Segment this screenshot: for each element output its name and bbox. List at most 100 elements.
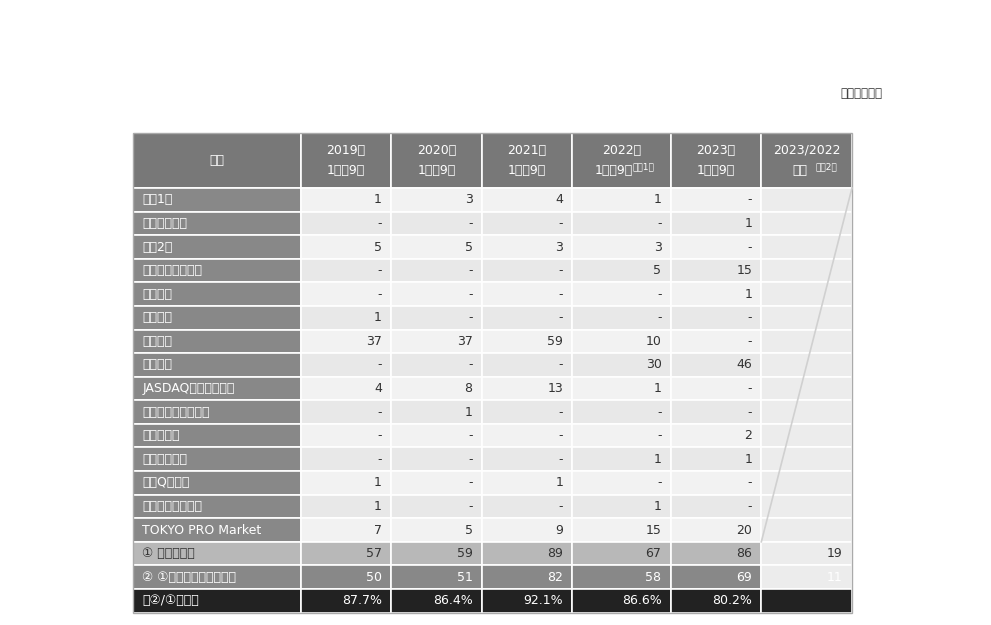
Text: 5: 5 <box>465 241 473 254</box>
Bar <box>391 424 482 448</box>
Text: -: - <box>657 476 662 489</box>
Text: 59: 59 <box>547 335 563 348</box>
Bar <box>761 259 852 282</box>
Text: 57: 57 <box>366 547 382 560</box>
Text: 1月～9月: 1月～9月 <box>327 164 365 177</box>
Bar <box>482 589 573 612</box>
Bar <box>573 259 671 282</box>
Bar <box>133 306 300 329</box>
Bar <box>391 448 482 471</box>
Bar <box>761 448 852 471</box>
Text: -: - <box>747 335 752 348</box>
Text: 3: 3 <box>555 241 563 254</box>
Bar <box>391 188 482 212</box>
Bar <box>761 494 852 518</box>
Bar <box>300 377 391 401</box>
Text: 1月～9月: 1月～9月 <box>697 164 735 177</box>
Text: -: - <box>747 476 752 489</box>
Bar <box>133 518 300 542</box>
Bar <box>391 282 482 306</box>
Text: -: - <box>468 359 473 371</box>
Bar <box>300 566 391 589</box>
Bar <box>573 424 671 448</box>
Text: 58: 58 <box>645 571 662 584</box>
Text: 86.4%: 86.4% <box>433 594 473 608</box>
Bar <box>391 589 482 612</box>
Bar <box>300 329 391 353</box>
Bar <box>300 188 391 212</box>
Bar <box>482 353 573 377</box>
Text: グロース: グロース <box>143 359 172 371</box>
Text: 名証ネクスト: 名証ネクスト <box>143 452 187 466</box>
Bar <box>133 566 300 589</box>
Text: -: - <box>747 406 752 419</box>
Text: 50: 50 <box>366 571 382 584</box>
Text: 1: 1 <box>744 452 752 466</box>
Text: -: - <box>378 406 382 419</box>
Text: -: - <box>747 193 752 206</box>
Bar <box>300 401 391 424</box>
Text: 3: 3 <box>654 241 662 254</box>
Text: 1: 1 <box>654 382 662 395</box>
Text: 13: 13 <box>547 382 563 395</box>
Text: -: - <box>559 288 563 301</box>
Bar <box>391 306 482 329</box>
Text: 5: 5 <box>653 264 662 277</box>
Bar <box>482 329 573 353</box>
Bar <box>482 518 573 542</box>
Bar <box>133 542 300 566</box>
Bar <box>482 471 573 494</box>
Bar <box>761 401 852 424</box>
Text: 東証スタンダード: 東証スタンダード <box>143 264 202 277</box>
Bar <box>133 188 300 212</box>
Text: 8: 8 <box>465 382 473 395</box>
Text: 59: 59 <box>457 547 473 560</box>
Bar <box>300 589 391 612</box>
Bar <box>133 494 300 518</box>
Text: -: - <box>468 288 473 301</box>
Text: 4: 4 <box>374 382 382 395</box>
Bar <box>391 235 482 259</box>
Text: 92.1%: 92.1% <box>523 594 563 608</box>
Bar <box>671 448 761 471</box>
Bar <box>761 542 852 566</box>
Text: 1: 1 <box>654 500 662 513</box>
Bar <box>761 424 852 448</box>
Bar <box>482 259 573 282</box>
Text: -: - <box>468 452 473 466</box>
Text: -: - <box>559 359 563 371</box>
Bar <box>671 132 761 188</box>
Text: 80.2%: 80.2% <box>713 594 752 608</box>
Bar <box>391 518 482 542</box>
Bar <box>482 401 573 424</box>
Text: 37: 37 <box>457 335 473 348</box>
Bar <box>391 494 482 518</box>
Bar <box>573 329 671 353</box>
Bar <box>133 471 300 494</box>
Text: 1: 1 <box>744 288 752 301</box>
Text: 2020年: 2020年 <box>417 144 456 157</box>
Bar <box>391 212 482 235</box>
Bar <box>300 448 391 471</box>
Bar <box>761 235 852 259</box>
Bar <box>761 518 852 542</box>
Text: -: - <box>378 288 382 301</box>
Bar <box>133 448 300 471</box>
Bar <box>482 424 573 448</box>
Bar <box>482 377 573 401</box>
Text: 1: 1 <box>654 193 662 206</box>
Bar <box>573 132 671 188</box>
Bar <box>300 132 391 188</box>
Text: 2019年: 2019年 <box>326 144 366 157</box>
Bar <box>573 212 671 235</box>
Bar <box>761 329 852 353</box>
Text: -: - <box>468 264 473 277</box>
Text: 増減: 増減 <box>792 164 807 177</box>
Text: -: - <box>559 429 563 442</box>
Bar <box>482 282 573 306</box>
Bar <box>761 566 852 589</box>
Text: -: - <box>468 476 473 489</box>
Text: 1月～9月: 1月～9月 <box>595 164 633 177</box>
Bar <box>300 471 391 494</box>
Text: -: - <box>378 359 382 371</box>
